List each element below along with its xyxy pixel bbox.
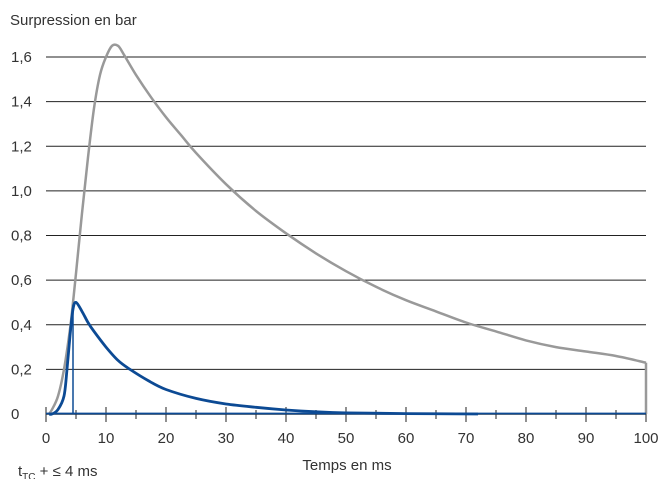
annotation-rest: + ≤ 4 ms bbox=[36, 463, 98, 479]
annotation-sub: TC bbox=[22, 472, 35, 479]
series-lines bbox=[46, 43, 648, 416]
x-tick-label: 30 bbox=[218, 430, 235, 447]
x-tick-label: 100 bbox=[633, 430, 658, 447]
x-tick-label: 20 bbox=[158, 430, 175, 447]
y-tick-label: 0,6 bbox=[11, 272, 32, 289]
y-tick-labels: 0 0,2 0,4 0,6 0,8 1,0 1,2 1,4 1,6 bbox=[11, 49, 32, 423]
x-tick-label: 70 bbox=[458, 430, 475, 447]
annotation-t: t bbox=[18, 463, 23, 479]
series-blue-line bbox=[48, 300, 479, 416]
y-tick-label: 1,4 bbox=[11, 94, 32, 111]
x-tick-label: 90 bbox=[578, 430, 595, 447]
y-tick-label: 0,8 bbox=[11, 228, 32, 245]
x-tick-label: 0 bbox=[42, 430, 50, 447]
y-tick-label: 0 bbox=[11, 406, 19, 423]
x-tick-label: 10 bbox=[98, 430, 115, 447]
y-tick-label: 0,2 bbox=[11, 361, 32, 378]
y-tick-label: 1,0 bbox=[11, 183, 32, 200]
x-tick-label: 80 bbox=[518, 430, 535, 447]
x-axis-label: Temps en ms bbox=[302, 457, 391, 474]
y-tick-label: 1,6 bbox=[11, 49, 32, 66]
y-tick-label: 0,4 bbox=[11, 317, 32, 334]
gridlines bbox=[46, 56, 646, 415]
y-tick-label: 1,2 bbox=[11, 138, 32, 155]
x-tick-label: 50 bbox=[338, 430, 355, 447]
x-tick-label: 60 bbox=[398, 430, 415, 447]
time-annotation: tTC + ≤ 4 ms bbox=[18, 463, 98, 479]
y-axis-label: Surpression en bar bbox=[10, 12, 137, 29]
x-axis: 0 10 20 30 40 50 60 70 80 90 100 bbox=[42, 407, 659, 447]
series-grey-line bbox=[47, 43, 647, 415]
x-tick-label: 40 bbox=[278, 430, 295, 447]
